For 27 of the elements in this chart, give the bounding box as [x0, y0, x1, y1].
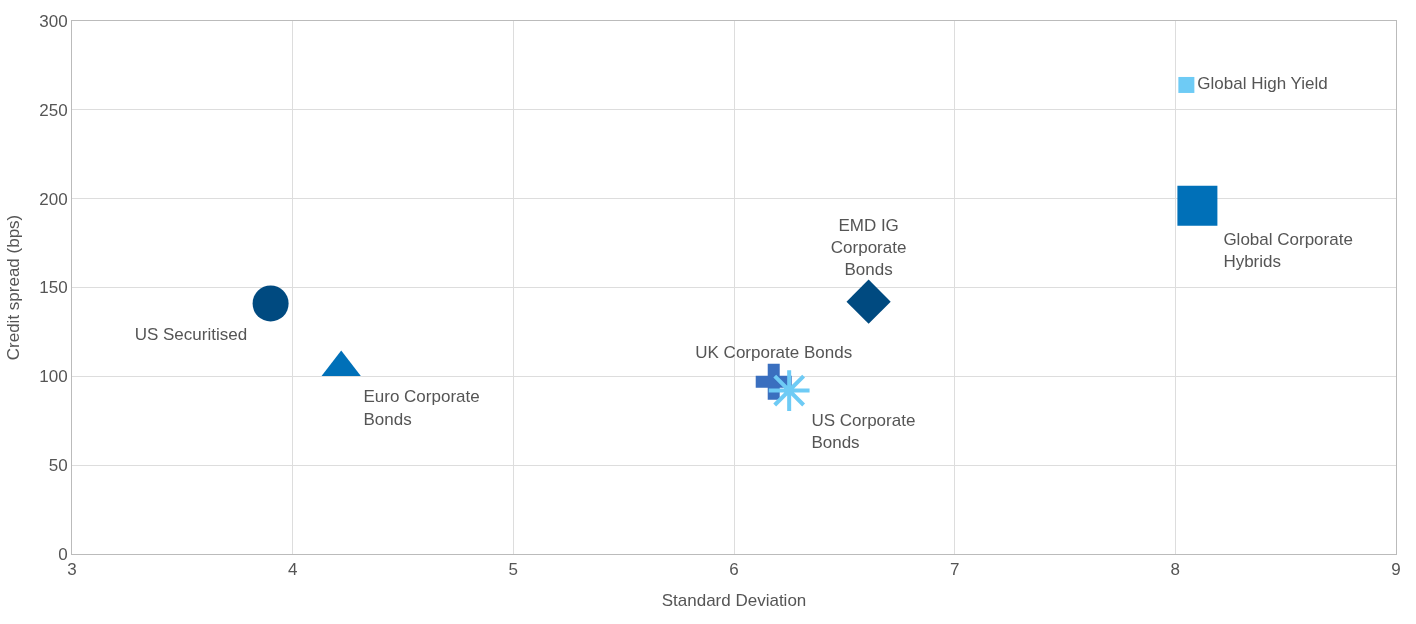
series-label: Global Corporate Hybrids — [1223, 229, 1353, 271]
series-label: US Corporate Bonds — [811, 410, 916, 452]
y-tick-label: 50 — [48, 456, 68, 476]
y-axis-title: Credit spread (bps) — [3, 214, 23, 361]
point — [1177, 185, 1218, 226]
x-tick-label: 9 — [1391, 560, 1401, 580]
series-label: UK Corporate Bonds — [695, 342, 853, 362]
y-tick-label: 250 — [39, 100, 68, 120]
x-tick-label: 3 — [67, 560, 77, 580]
x-tick-label: 5 — [508, 560, 519, 580]
y-tick-label: 0 — [58, 544, 68, 564]
y-tick-label: 100 — [39, 367, 68, 387]
series-label: Euro Corporate Bonds — [363, 387, 480, 429]
series-label: EMD IG Corporate Bonds — [830, 216, 907, 280]
y-tick-label: 300 — [39, 11, 68, 31]
y-tick-label: 150 — [39, 278, 68, 298]
point — [252, 285, 289, 322]
x-tick-label: 8 — [1170, 560, 1181, 580]
series-label: Global High Yield — [1197, 74, 1328, 94]
x-tick-label: 7 — [949, 560, 960, 580]
series-label: US Securitised — [134, 324, 248, 344]
y-tick-label: 200 — [39, 189, 68, 209]
x-tick-label: 6 — [729, 560, 739, 580]
x-tick-label: 4 — [287, 560, 298, 580]
point — [1178, 76, 1195, 93]
point — [846, 279, 891, 324]
x-axis-title: Standard Deviation — [661, 590, 807, 610]
